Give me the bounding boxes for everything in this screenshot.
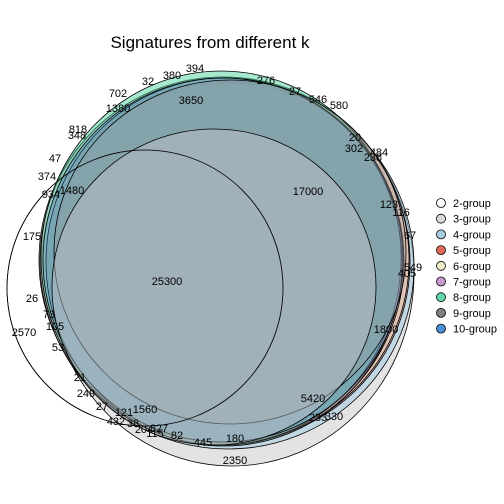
region-label: 330 [325,411,343,423]
legend-swatch [436,323,446,334]
region-label: 1560 [133,404,157,416]
region-label: 204 [135,424,153,436]
legend-swatch [436,292,446,303]
region-label: 549 [404,262,422,274]
set-circles [6,70,415,467]
region-label: 53 [52,342,64,354]
legend-label: 2-group [453,198,491,210]
region-label: 67 [404,230,416,242]
region-label: 27 [96,401,108,413]
legend-label: 10-group [453,324,497,336]
region-label: 445 [194,437,212,449]
region-label: 25300 [152,276,183,288]
region-label: 32 [142,76,154,88]
legend-label: 8-group [453,292,491,304]
legend-label: 7-group [453,277,491,289]
inner-overlap-b [51,128,377,446]
set-outline-2-group [6,149,284,427]
legend-swatch [436,276,446,287]
region-label: 38 [127,418,139,430]
region-label: 116 [392,207,410,219]
region-label: 276 [257,75,275,87]
region-label: 249 [77,388,95,400]
region-label: 580 [330,100,348,112]
region-label: 3650 [179,95,203,107]
region-label: 47 [49,153,61,165]
region-label: 115 [146,428,164,440]
region-label: 394 [186,63,204,75]
legend-swatch [436,213,446,224]
region-label: 484 [370,147,388,159]
region-label: 1380 [106,103,130,115]
region-label: 818 [69,124,87,136]
region-label: 546 [309,94,327,106]
region-label: 1800 [374,324,398,336]
region-label: 405 [398,268,416,280]
region-label: 374 [38,171,56,183]
region-label: 82 [171,430,183,442]
legend-label: 5-group [453,245,491,257]
legend-label: 6-group [453,261,491,273]
legend-swatch [436,198,446,208]
region-label: 380 [163,70,181,82]
region-label: 121 [115,407,133,419]
region-label: 105 [46,321,64,333]
legend-swatch [436,307,446,318]
region-label: 17000 [293,186,324,198]
region-label: 21 [74,372,86,384]
region-label: 26 [26,293,38,305]
region-label: 2570 [12,327,36,339]
region-label: 327 [150,423,168,435]
region-label: 175 [23,231,41,243]
region-label: 238 [364,152,382,164]
legend-label: 4-group [453,229,491,241]
region-label: 1480 [60,185,84,197]
region-label: 27 [289,86,301,98]
legend-label: 3-group [453,214,491,226]
set-ellipse-10-group [42,77,404,443]
region-label: 702 [109,88,127,100]
region-label: 123 [380,199,398,211]
region-label: 233 [309,412,327,424]
legend-swatch [436,260,446,271]
chart-title: Signatures from different k [110,33,310,52]
region-label: 2350 [223,455,247,467]
legend-swatch [436,245,446,256]
region-label: 934 [42,189,60,201]
region-label: 348 [68,130,86,142]
region-label: 302 [345,143,363,155]
region-label: 180 [226,433,244,445]
legend-label: 9-group [453,308,491,320]
region-label: 20 [349,132,361,144]
region-label: 5420 [301,393,325,405]
legend: 2-group 3-group 4-group 5-group 6-group 7-gro… [436,198,497,336]
region-label: 432 [107,416,125,428]
legend-swatch [436,229,446,240]
region-label: 73 [43,309,55,321]
